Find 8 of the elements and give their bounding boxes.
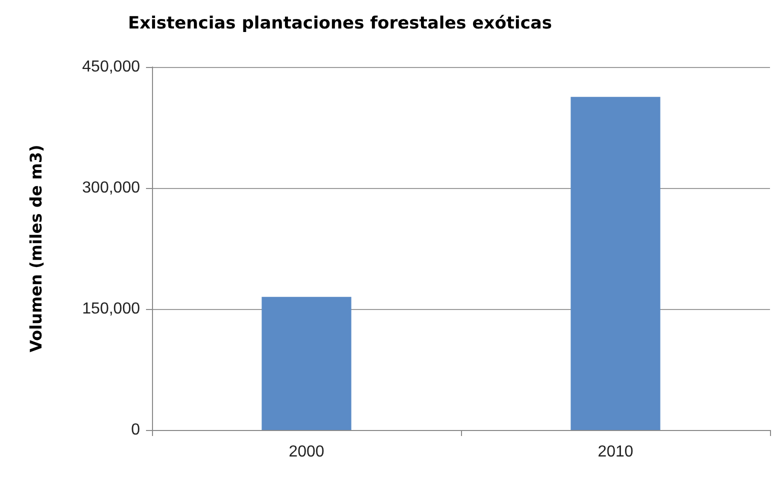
x-tick-label: 2000 [288,444,324,460]
y-tick-label: 300,000 [82,180,140,196]
y-axis-title: Volumen (miles de m3) [26,144,46,352]
x-tick-label: 2010 [598,444,634,460]
y-tick-label: 450,000 [82,58,140,76]
chart-title: Existencias plantaciones forestales exóticas [128,14,552,34]
y-tick-label: 0 [131,422,140,438]
y-tick-label: 150,000 [82,300,140,318]
